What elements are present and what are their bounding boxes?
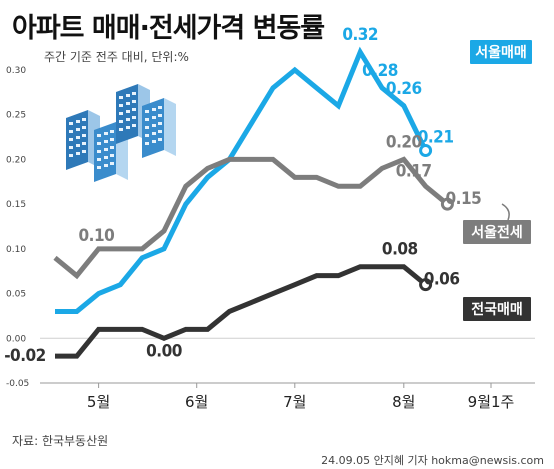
y-tick-label: 0.15 <box>6 200 26 210</box>
series-name-box <box>463 220 531 244</box>
y-tick-label: 0.00 <box>6 334 26 344</box>
data-label: 0.17 <box>396 161 432 181</box>
data-label: 0.28 <box>362 61 398 81</box>
y-tick-label: 0.30 <box>6 66 26 76</box>
series-lines <box>53 46 454 359</box>
chart-title: 아파트 매매·전세가격 변동률 <box>12 13 325 44</box>
y-tick-label: 0.20 <box>6 155 26 165</box>
x-tick-label: 5월 <box>87 393 110 411</box>
series-name-label: 전국매매 <box>471 301 523 318</box>
x-tick-label: 6월 <box>185 393 208 411</box>
series-name-box <box>463 297 531 321</box>
y-tick-label: -0.05 <box>6 379 29 389</box>
data-label: 0.10 <box>79 226 115 246</box>
source-note: 자료: 한국부동산원 <box>12 434 109 448</box>
x-tick-label: 7월 <box>283 393 306 411</box>
series-end-point <box>419 143 433 157</box>
data-label: 0.26 <box>386 79 422 99</box>
x-tick-label: 8월 <box>392 393 415 411</box>
y-tick-label: 0.25 <box>6 111 26 121</box>
data-label: 0.00 <box>146 341 182 361</box>
axes: 0.30 0.25 0.20 0.15 0.10 0.05 0.00 -0.05 5월 6월 7월 8… <box>6 66 535 411</box>
label-connector <box>501 203 510 221</box>
series-name-label: 서울매매 <box>475 44 527 61</box>
data-label: 0.06 <box>424 270 460 290</box>
credit-note: 24.09.05 안지혜 기자 hokma@newsis.com <box>321 454 544 467</box>
series-end-point <box>419 278 433 292</box>
x-tick-label: 9월1주 <box>468 393 515 411</box>
data-label: 0.21 <box>418 127 454 147</box>
data-label: 0.08 <box>382 240 418 260</box>
series-line <box>55 264 428 359</box>
series-line <box>55 46 428 314</box>
series-name-label: 서울전세 <box>471 224 523 241</box>
data-label: -0.02 <box>4 346 46 366</box>
series-name-box <box>470 40 532 64</box>
chart-subtitle: 주간 기준 전주 대비, 단위:% <box>44 50 189 64</box>
series-labels: 0.32 0.280.26 0.21 서울매매 0.10 0.20 0.17 0.15 서울전세… <box>4 25 532 366</box>
data-label: 0.15 <box>446 189 482 209</box>
data-label: 0.32 <box>342 25 378 45</box>
y-tick-label: 0.05 <box>6 290 26 300</box>
series-line <box>53 156 449 280</box>
data-label: 0.20 <box>386 132 422 152</box>
apartment-building-icon <box>66 84 176 182</box>
series-end-point <box>440 197 454 211</box>
y-tick-label: 0.10 <box>6 245 26 255</box>
